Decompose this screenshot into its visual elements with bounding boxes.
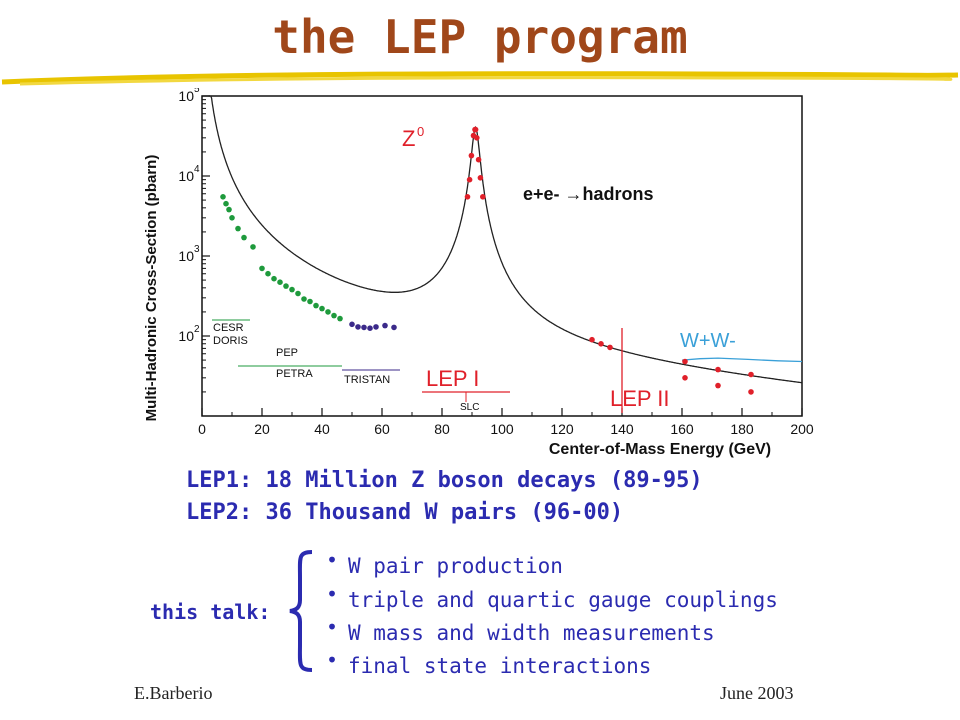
data-point (229, 215, 235, 221)
summary-lep2: LEP2: 36 Thousand W pairs (96-00) (186, 500, 624, 525)
data-point (283, 283, 289, 289)
data-point (295, 290, 301, 297)
x-axis-label: Center-of-Mass Energy (GeV) (549, 441, 771, 458)
data-point (271, 275, 277, 282)
experiment-label: TRISTAN (344, 374, 390, 386)
x-tick-label: 160 (670, 421, 694, 437)
x-tick-label: 0 (198, 421, 206, 437)
x-tick-label: 40 (314, 421, 330, 437)
data-point (250, 244, 256, 250)
data-point (307, 298, 313, 305)
data-point (220, 194, 226, 200)
slide-title: the LEP program (272, 10, 688, 64)
x-tick-label: 100 (490, 421, 514, 437)
y-tick-exponent: 5 (194, 88, 200, 95)
data-point (607, 344, 613, 351)
y-tick-label: 10 (178, 168, 194, 184)
qed-z-curve (208, 95, 802, 384)
data-point (367, 325, 373, 331)
experiment-label: DORIS (213, 335, 248, 347)
data-point (475, 156, 482, 163)
y-tick-exponent: 4 (194, 164, 200, 175)
data-point (259, 265, 265, 272)
data-point (277, 279, 283, 285)
data-point (715, 382, 721, 389)
experiment-label: CESR (213, 322, 244, 334)
data-point (466, 176, 473, 183)
title-underline (1, 71, 959, 86)
data-point (748, 389, 754, 395)
data-point (468, 152, 475, 159)
x-tick-label: 20 (254, 421, 270, 437)
y-axis-label: Multi-Hadronic Cross-Section (pbarn) (143, 155, 160, 422)
ww-label: W+W- (680, 330, 736, 352)
data-point (464, 194, 471, 200)
ww-curve (681, 357, 803, 363)
data-point (301, 296, 307, 302)
x-tick-label: 60 (374, 421, 390, 437)
lep1-label: LEP I (426, 366, 479, 391)
x-tick-label: 140 (610, 421, 634, 437)
data-point (325, 309, 331, 315)
data-point (589, 336, 595, 343)
data-point (355, 324, 361, 330)
z-peak-superscript: 0 (417, 124, 424, 139)
z-peak-label: Z (402, 126, 415, 151)
y-tick-exponent: 3 (194, 244, 200, 255)
process-label: e+e- →hadrons (523, 184, 654, 204)
data-point (331, 312, 337, 319)
data-point (361, 324, 367, 331)
data-point (477, 175, 484, 181)
y-tick-label: 10 (178, 248, 194, 264)
x-tick-label: 120 (550, 421, 574, 437)
data-point (289, 286, 295, 293)
chart-points (220, 126, 754, 395)
y-tick-label: 10 (178, 328, 194, 344)
lep2-label: LEP II (610, 386, 670, 411)
data-point (223, 200, 229, 207)
data-point (382, 322, 388, 329)
data-point (715, 366, 721, 373)
data-point (235, 225, 241, 232)
data-point (313, 302, 319, 309)
bullet-icon: • (326, 548, 339, 572)
x-tick-label: 180 (730, 421, 754, 437)
slc-label: SLC (460, 402, 479, 413)
chart-annotations: Z 0 e+e- →hadrons W+W- LEP I SLC LEP II CESRDOR… (212, 124, 736, 413)
data-point (682, 375, 688, 381)
data-point (682, 358, 688, 365)
chart-curves (208, 95, 803, 384)
data-point (373, 324, 379, 330)
summary-lep1: LEP1: 18 Million Z boson decays (89-95) (186, 468, 703, 493)
experiment-label: PEP (276, 347, 298, 359)
data-point (391, 324, 397, 331)
x-tick-label: 80 (434, 421, 450, 437)
y-tick-label: 10 (178, 88, 194, 104)
footer-author: E.Barberio (134, 683, 213, 703)
bullet-icon: • (326, 615, 339, 639)
talk-label: this talk: (150, 600, 271, 624)
experiment-label: PETRA (276, 368, 313, 380)
data-point (241, 234, 247, 241)
data-point (480, 194, 486, 200)
data-point (319, 305, 325, 312)
x-tick-label: 200 (790, 421, 814, 437)
data-point (598, 341, 604, 347)
data-point (337, 315, 343, 322)
data-point (349, 321, 355, 328)
y-tick-exponent: 2 (194, 324, 200, 335)
data-point (265, 270, 271, 277)
data-point (748, 371, 754, 378)
data-point (474, 135, 480, 141)
footer-date: June 2003 (720, 683, 794, 703)
bullet-icon: • (326, 648, 339, 672)
data-point (472, 126, 479, 133)
data-point (226, 206, 232, 213)
bullet-icon: • (326, 582, 339, 606)
brace-icon (289, 550, 313, 672)
